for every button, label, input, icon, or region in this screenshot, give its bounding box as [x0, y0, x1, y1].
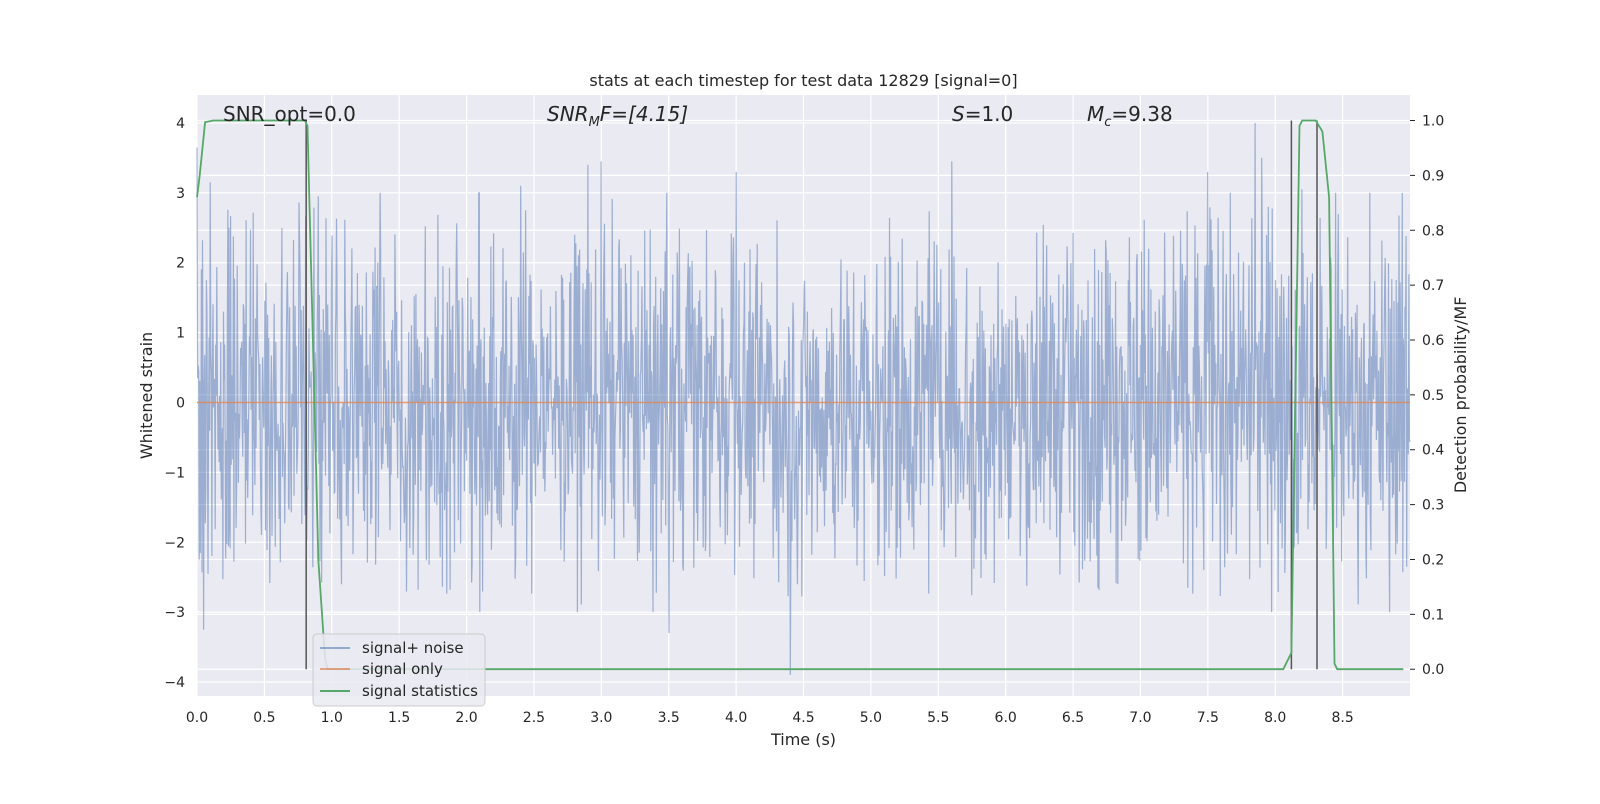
x-tick-label: 7.5	[1197, 710, 1219, 726]
x-tick-label: 6.0	[995, 710, 1017, 726]
legend: signal+ noise signal only signal statist…	[312, 633, 486, 707]
x-tick-label: 7.0	[1129, 710, 1151, 726]
y-tick-label-left: −2	[164, 535, 185, 551]
y-tick-label-right: 1.0	[1422, 114, 1444, 130]
x-tick-label: 2.0	[455, 710, 477, 726]
annotation-s: S=1.0	[952, 102, 1013, 126]
x-tick-label: 3.0	[590, 710, 612, 726]
y-tick-label-left: 0	[176, 395, 185, 411]
y-tick-label-right: 0.7	[1422, 278, 1444, 294]
y-tick-label-right: 0.4	[1422, 443, 1444, 459]
x-tick-label: 8.5	[1331, 710, 1353, 726]
x-tick-label: 5.0	[860, 710, 882, 726]
line-layer	[196, 119, 1410, 671]
snr-mf-main: SNR	[547, 102, 589, 126]
legend-label-signal-only: signal only	[362, 660, 443, 678]
noise-layer	[196, 122, 1411, 676]
x-tick-label: 6.5	[1062, 710, 1084, 726]
annotation-snr-opt: SNR_opt=0.0	[223, 102, 356, 126]
x-tick-label: 5.5	[927, 710, 949, 726]
s-value: =1.0	[965, 102, 1014, 126]
s-var: S	[952, 102, 965, 126]
mc-var: M	[1087, 102, 1104, 126]
chart-title: stats at each timestep for test data 128…	[589, 71, 1017, 90]
y-tick-label-left: 1	[176, 326, 185, 342]
x-tick-label: 0.0	[186, 710, 208, 726]
x-tick-label: 1.0	[321, 710, 343, 726]
y-tick-label-left: 4	[176, 116, 185, 132]
y-tick-label-right: 0.9	[1422, 168, 1444, 184]
series-signal-noise	[196, 122, 1411, 676]
x-tick-label: 8.0	[1264, 710, 1286, 726]
y-tick-label-left: −3	[164, 605, 185, 621]
legend-box	[312, 633, 486, 707]
y-tick-label-left: −1	[164, 465, 185, 481]
y-axis-label-right: Detection probability/MF	[1451, 297, 1470, 494]
legend-label-signal-statistics: signal statistics	[362, 682, 478, 700]
y-tick-label-right: 0.1	[1422, 607, 1444, 623]
y-tick-label-right: 0.2	[1422, 552, 1444, 568]
mc-sub: c	[1104, 115, 1111, 130]
snr-mf-sub: M	[589, 115, 600, 130]
y-tick-label-left: −4	[164, 675, 185, 691]
x-tick-label: 4.5	[792, 710, 814, 726]
snr-mf-f: F=[4.15]	[600, 102, 688, 126]
y-tick-label-right: 0.8	[1422, 223, 1444, 239]
x-tick-label: 1.5	[388, 710, 410, 726]
tick-layer: 0.0 0.5 1.0 1.5 2.0 2.5 3.0 3.5 4.0 4.5 5.0 5.5 6.0 6…	[164, 114, 1444, 726]
mc-value: =9.38	[1111, 102, 1172, 126]
y-tick-label-left: 3	[176, 186, 185, 202]
y-tick-label-left: 2	[176, 256, 185, 272]
x-tick-label: 4.0	[725, 710, 747, 726]
x-tick-label: 3.5	[658, 710, 680, 726]
y-tick-label-right: 0.3	[1422, 498, 1444, 514]
series-signal-statistics	[196, 119, 1404, 671]
annotation-snr-mf: SNRMF=[4.15]	[547, 102, 688, 130]
x-tick-label: 0.5	[253, 710, 275, 726]
x-axis-label: Time (s)	[770, 730, 836, 749]
legend-label-signal-noise: signal+ noise	[362, 639, 464, 657]
y-axis-label-left: Whitened strain	[137, 332, 156, 459]
annotation-mc: Mc=9.38	[1087, 102, 1173, 130]
y-tick-label-right: 0.5	[1422, 388, 1444, 404]
y-tick-label-right: 0.6	[1422, 333, 1444, 349]
x-tick-label: 2.5	[523, 710, 545, 726]
y-tick-label-right: 0.0	[1422, 662, 1444, 678]
